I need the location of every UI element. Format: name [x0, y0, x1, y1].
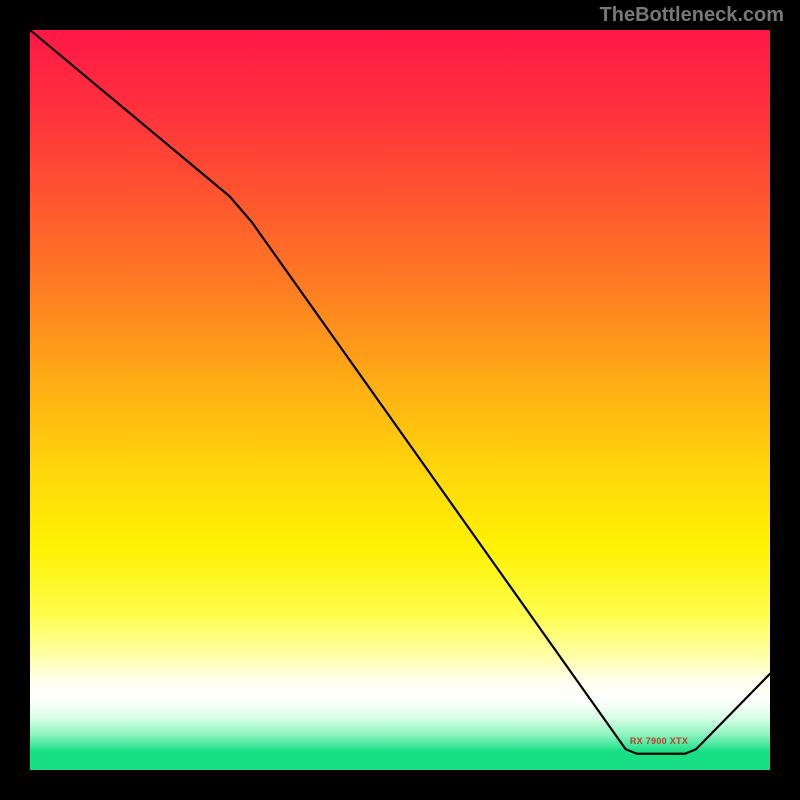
attribution-label: TheBottleneck.com — [600, 4, 784, 27]
gpu-marker-label: RX 7900 XTX — [630, 736, 688, 746]
bottleneck-curve-chart — [30, 30, 770, 770]
chart-wrapper: TheBottleneck.com RX 7900 XTX — [0, 0, 800, 800]
gradient-background — [30, 30, 770, 770]
